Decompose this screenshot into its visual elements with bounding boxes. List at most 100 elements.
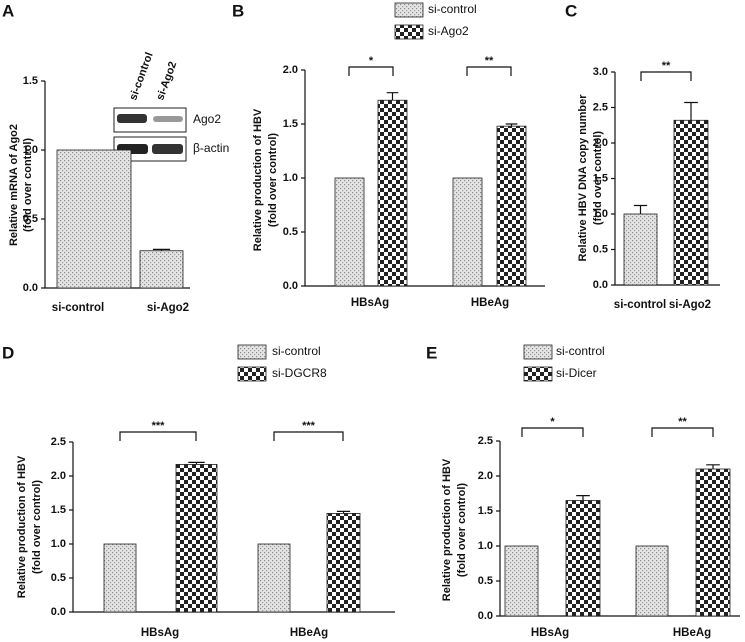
legend-swatch: [523, 344, 553, 360]
x-tick-label: si-control: [52, 302, 104, 314]
legend-label: si-control: [272, 344, 321, 358]
y-tick-label: 0.0: [23, 282, 38, 294]
legend-swatch: [394, 24, 424, 40]
y-tick-label: 1.0: [283, 172, 298, 184]
bar: [452, 177, 483, 287]
significance-label: **: [485, 55, 494, 67]
y-tick-label: 1.0: [51, 538, 66, 550]
panel-letter: E: [426, 343, 437, 362]
legend-swatch: [237, 366, 267, 382]
y-tick-label: 2.5: [478, 435, 493, 447]
error-bar: [152, 248, 171, 251]
significance-label: *: [369, 55, 374, 67]
y-axis-label: (fold over control): [456, 483, 468, 577]
legend-swatch: [523, 366, 553, 382]
panel-letter: A: [2, 1, 14, 20]
y-tick-label: 1.0: [23, 144, 38, 156]
bar: [504, 545, 539, 617]
significance-bracket: [273, 431, 344, 441]
bar: [635, 545, 669, 617]
y-tick-label: 0.0: [478, 610, 493, 622]
significance-bracket: [119, 431, 197, 441]
y-axis-label: Relative production of HBV: [16, 455, 28, 598]
error-bar: [386, 92, 399, 101]
y-axis-label: Relative HBV DNA copy number: [577, 94, 589, 262]
y-tick-label: 0.0: [593, 279, 608, 291]
y-tick-label: 1.5: [51, 504, 66, 516]
y-axis-label: Relative mRNA of Ago2: [8, 124, 20, 246]
y-tick-label: 1.5: [283, 118, 298, 130]
legend-label: si-Ago2: [428, 24, 469, 38]
band-label: β-actin: [193, 141, 229, 155]
y-tick-label: 0.5: [51, 572, 66, 584]
panel-letter: B: [232, 1, 244, 20]
bar: [496, 125, 527, 287]
legend-label: si-Dicer: [556, 366, 597, 380]
y-tick-label: 2.5: [593, 101, 608, 113]
y-tick-label: 2.0: [51, 470, 66, 482]
legend-swatch: [394, 2, 424, 18]
y-tick-label: 0.5: [283, 226, 298, 238]
y-axis-label: Relative production of HBV: [252, 108, 264, 251]
y-tick-label: 0.5: [593, 243, 608, 255]
y-tick-label: 0.5: [23, 213, 38, 225]
y-tick-label: 1.5: [23, 75, 38, 87]
x-tick-label: si-Ago2: [147, 302, 189, 314]
lane-label: si-Ago2: [154, 60, 179, 102]
bar: [623, 213, 658, 286]
significance-label: ***: [302, 420, 316, 432]
y-tick-label: 2.5: [51, 436, 66, 448]
lane-label: si-control: [127, 51, 155, 102]
bar: [56, 149, 132, 289]
y-tick-label: 3.0: [593, 66, 608, 78]
significance-bracket: [651, 427, 714, 437]
bar: [673, 119, 709, 286]
x-tick-label: HBsAg: [351, 297, 389, 309]
legend-label: si-control: [428, 2, 477, 16]
x-tick-label: si-control: [614, 299, 666, 311]
x-tick-label: si-Ago2: [669, 299, 711, 311]
legend-label: si-control: [556, 344, 605, 358]
bar: [103, 543, 137, 613]
bar: [326, 513, 361, 613]
y-axis-label: (fold over control): [592, 131, 604, 225]
bar: [139, 250, 184, 289]
y-axis-label: (fold over control): [31, 480, 43, 574]
y-axis-label: (fold over control): [267, 133, 279, 227]
bar: [695, 468, 731, 617]
y-tick-label: 1.5: [593, 172, 608, 184]
y-tick-label: 1.0: [478, 540, 493, 552]
y-tick-label: 2.0: [593, 137, 608, 149]
x-tick-label: HBeAg: [673, 627, 711, 639]
error-bar: [633, 204, 648, 214]
band-label: Ago2: [193, 112, 221, 126]
panel-letter: D: [2, 343, 14, 362]
x-tick-label: HBsAg: [531, 627, 569, 639]
panel-letter: C: [565, 1, 577, 20]
error-bar: [188, 461, 205, 465]
x-tick-label: HBeAg: [290, 627, 328, 639]
y-tick-label: 0.0: [51, 606, 66, 618]
y-tick-label: 1.5: [478, 505, 493, 517]
y-tick-label: 0.5: [478, 575, 493, 587]
bar: [257, 543, 291, 613]
significance-label: **: [678, 416, 687, 428]
significance-bracket: [521, 427, 584, 437]
bar: [175, 464, 218, 613]
significance-bracket: [466, 66, 512, 76]
bar: [377, 99, 408, 287]
y-axis-label: (fold over control): [22, 138, 34, 232]
error-bar: [505, 123, 518, 127]
y-tick-label: 2.0: [283, 64, 298, 76]
error-bar: [684, 101, 698, 121]
significance-label: *: [550, 416, 555, 428]
significance-label: ***: [152, 420, 166, 432]
significance-bracket: [348, 66, 394, 76]
y-axis-label: Relative production of HBV: [441, 458, 453, 601]
legend-swatch: [237, 344, 267, 360]
y-tick-label: 2.0: [478, 470, 493, 482]
error-bar: [336, 510, 351, 514]
error-bar: [576, 495, 590, 501]
significance-label: **: [662, 60, 671, 72]
